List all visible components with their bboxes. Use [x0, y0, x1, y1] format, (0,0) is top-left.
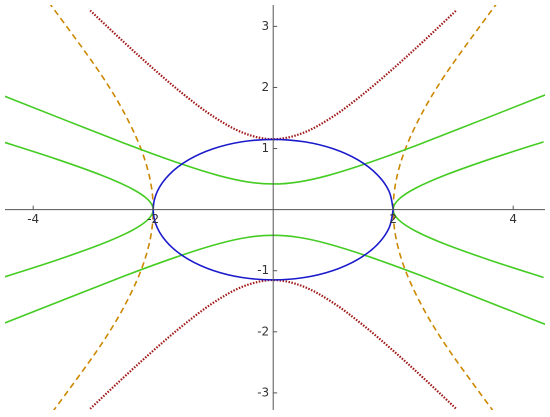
curve — [49, 5, 497, 410]
x-tick-label: 4 — [509, 212, 517, 226]
y-tick-label: 2 — [262, 80, 270, 94]
x-tick-label: 2 — [389, 212, 397, 226]
x-tick-label: -4 — [27, 212, 39, 226]
y-tick-label: -1 — [257, 263, 269, 277]
y-tick-label: 3 — [262, 19, 270, 33]
x-tick-label: -2 — [147, 212, 159, 226]
y-tick-label: -2 — [257, 324, 269, 338]
y-tick-label: 1 — [262, 141, 270, 155]
y-tick-label: -3 — [257, 385, 269, 399]
curve — [89, 9, 457, 410]
